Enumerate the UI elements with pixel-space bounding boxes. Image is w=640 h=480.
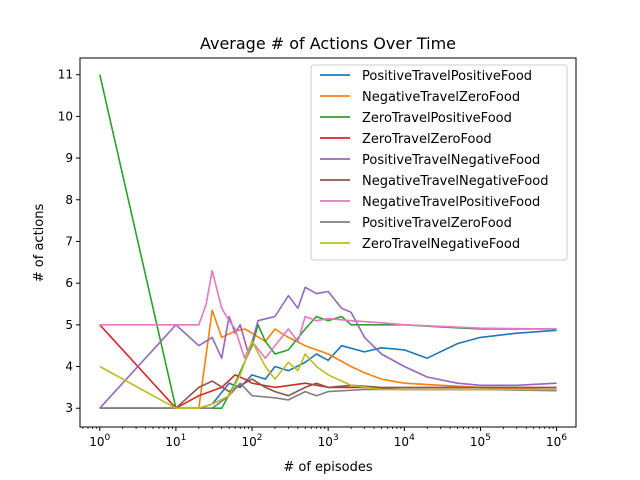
chart-title: Average # of Actions Over Time	[200, 34, 456, 53]
legend-label-4: PositiveTravelNegativeFood	[362, 153, 540, 168]
y-tick-label-8: 11	[58, 68, 73, 82]
x-tick-label-2: 102	[242, 433, 263, 449]
series-line-8	[99, 340, 557, 409]
legend-label-7: PositiveTravelZeroFood	[362, 216, 512, 231]
x-tick-label-0: 100	[89, 433, 110, 449]
legend-label-1: NegativeTravelZeroFood	[362, 90, 520, 105]
legend: PositiveTravelPositiveFood NegativeTravel…	[310, 64, 568, 261]
y-tick-label-4: 7	[65, 234, 73, 248]
y-tick-label-3: 6	[65, 276, 73, 290]
series-line-6	[99, 269, 557, 359]
x-tick-label-6: 106	[546, 433, 567, 449]
y-tick-label-7: 10	[58, 109, 73, 123]
legend-label-5: NegativeTravelNegativeFood	[362, 174, 549, 189]
legend-label-2: ZeroTravelPositiveFood	[362, 111, 512, 126]
x-tick-label-3: 103	[318, 433, 339, 449]
x-tick-label-4: 104	[394, 433, 415, 449]
y-tick-label-1: 4	[65, 360, 73, 374]
y-tick-label-2: 5	[65, 318, 73, 332]
series-layer	[99, 74, 557, 409]
x-tick-label-5: 105	[470, 433, 491, 449]
series-line-0	[99, 329, 557, 409]
axes-layer: 100 101 102 103 104 105 106 3 4 5 6 7 8 9 10 11	[58, 57, 577, 449]
y-tick-label-6: 9	[65, 151, 73, 165]
series-line-1	[99, 309, 557, 409]
y-tick-label-5: 8	[65, 193, 73, 207]
x-axis-label: # of episodes	[283, 460, 373, 475]
legend-label-0: PositiveTravelPositiveFood	[362, 69, 532, 84]
legend-label-8: ZeroTravelNegativeFood	[362, 237, 520, 252]
x-tick-label-1: 101	[165, 433, 186, 449]
y-tick-label-0: 3	[65, 401, 73, 415]
legend-box	[310, 64, 568, 261]
series-line-5	[99, 378, 557, 409]
series-line-4	[99, 286, 557, 409]
legend-label-3: ZeroTravelZeroFood	[362, 132, 492, 147]
legend-label-6: NegativeTravelPositiveFood	[362, 195, 540, 210]
y-axis-label: # of actions	[32, 204, 47, 283]
